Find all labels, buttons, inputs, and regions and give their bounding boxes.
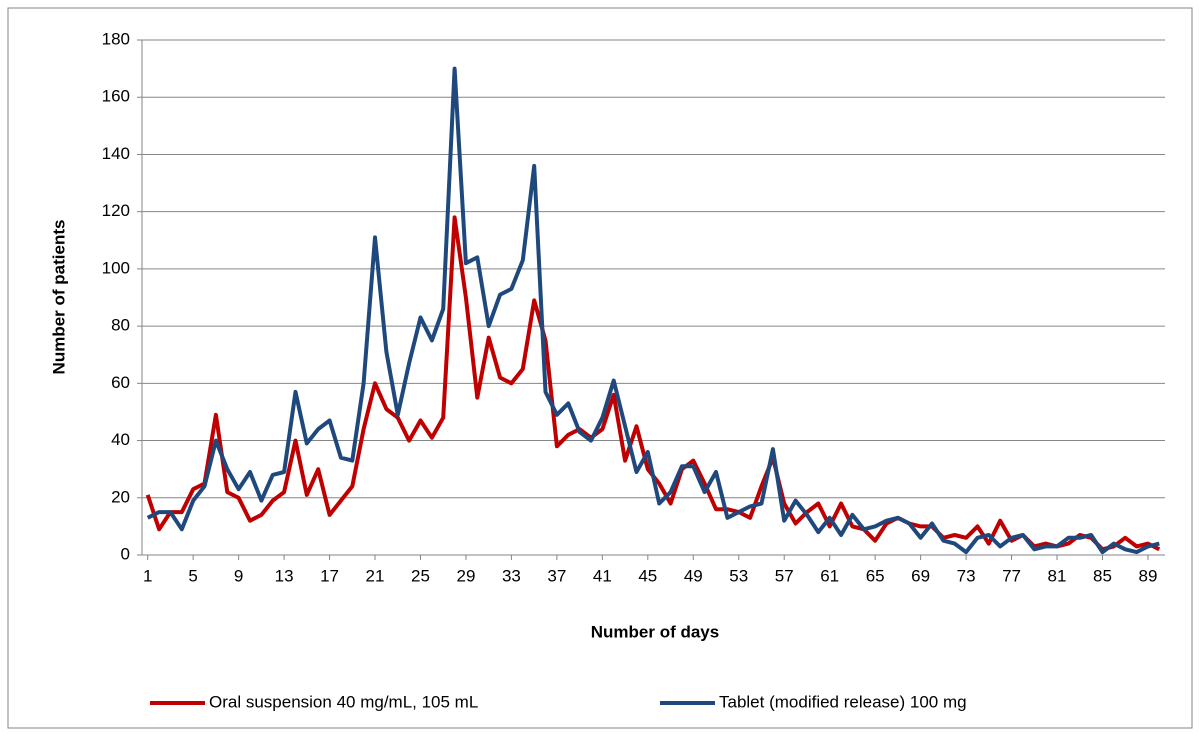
y-tick-label: 40	[111, 430, 130, 449]
x-tick-label: 45	[638, 566, 657, 585]
x-tick-label: 65	[866, 566, 885, 585]
chart-frame	[7, 7, 1193, 729]
x-tick-label: 21	[366, 566, 385, 585]
x-axis-title: Number of days	[591, 622, 719, 641]
y-tick-label: 100	[102, 258, 130, 277]
series-line	[146, 66, 1160, 555]
x-tick-label: 81	[1048, 566, 1067, 585]
y-tick-label: 120	[102, 201, 130, 220]
y-tick-label: 60	[111, 373, 130, 392]
x-tick-label: 29	[456, 566, 475, 585]
y-axis-title: Number of patients	[49, 220, 68, 375]
x-tick-label: 85	[1093, 566, 1112, 585]
x-tick-label: 77	[1002, 566, 1021, 585]
x-tick-label: 17	[320, 566, 339, 585]
x-tick-label: 57	[775, 566, 794, 585]
x-tick-label: 89	[1138, 566, 1157, 585]
x-tick-label: 33	[502, 566, 521, 585]
x-tick-label: 69	[911, 566, 930, 585]
x-tick-label: 5	[188, 566, 197, 585]
x-tick-label: 13	[275, 566, 294, 585]
x-tick-label: 37	[547, 566, 566, 585]
legend-label: Oral suspension 40 mg/mL, 105 mL	[209, 692, 478, 711]
y-tick-label: 0	[121, 544, 130, 563]
x-tick-label: 49	[684, 566, 703, 585]
x-tick-label: 41	[593, 566, 612, 585]
y-tick-label: 140	[102, 144, 130, 163]
x-tick-label: 53	[729, 566, 748, 585]
y-tick-label: 80	[111, 316, 130, 335]
x-tick-label: 73	[957, 566, 976, 585]
x-tick-label: 1	[143, 566, 152, 585]
x-tick-label: 9	[234, 566, 243, 585]
x-tick-label: 25	[411, 566, 430, 585]
x-tick-label: 61	[820, 566, 839, 585]
y-tick-label: 160	[102, 87, 130, 106]
legend-label: Tablet (modified release) 100 mg	[719, 692, 967, 711]
y-tick-label: 20	[111, 487, 130, 506]
y-tick-label: 180	[102, 29, 130, 48]
